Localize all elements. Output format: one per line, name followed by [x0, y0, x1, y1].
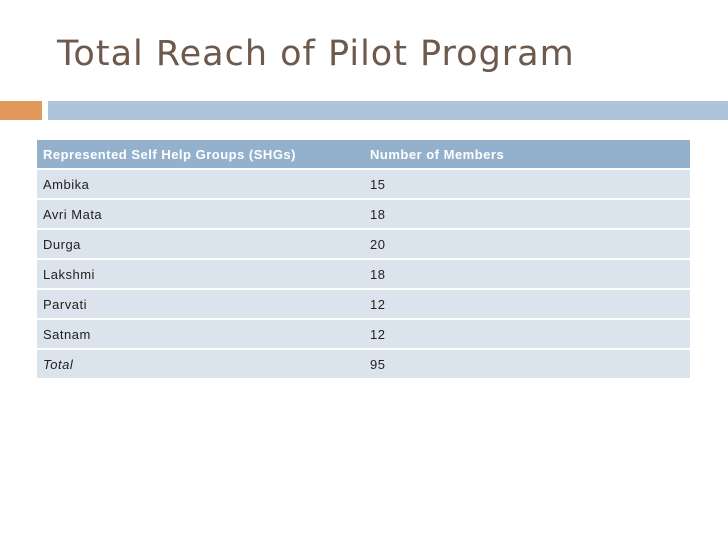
table-row: Parvati 12	[37, 289, 692, 320]
shg-name: Ambika	[37, 169, 364, 200]
member-count: 12	[364, 289, 692, 320]
shg-name: Avri Mata	[37, 199, 364, 230]
table-row: Avri Mata 18	[37, 199, 692, 230]
accent-bar-blue	[48, 101, 728, 120]
member-count: 12	[364, 319, 692, 350]
table-header-row: Represented Self Help Groups (SHGs) Numb…	[37, 140, 692, 170]
table-row: Ambika 15	[37, 169, 692, 200]
shg-name: Lakshmi	[37, 259, 364, 290]
member-count: 20	[364, 229, 692, 260]
shg-name: Parvati	[37, 289, 364, 320]
members-table: Represented Self Help Groups (SHGs) Numb…	[37, 140, 692, 380]
accent-bar-orange	[0, 101, 42, 120]
table-row: Durga 20	[37, 229, 692, 260]
member-count: 15	[364, 169, 692, 200]
total-label: Total	[37, 349, 364, 380]
member-count: 18	[364, 199, 692, 230]
table-row: Lakshmi 18	[37, 259, 692, 290]
header-members: Number of Members	[364, 140, 692, 170]
shg-name: Satnam	[37, 319, 364, 350]
member-count: 18	[364, 259, 692, 290]
slide-title: Total Reach of Pilot Program	[57, 34, 575, 74]
header-shg: Represented Self Help Groups (SHGs)	[37, 140, 364, 170]
shg-name: Durga	[37, 229, 364, 260]
table-row: Satnam 12	[37, 319, 692, 350]
total-count: 95	[364, 349, 692, 380]
table-total-row: Total 95	[37, 349, 692, 380]
